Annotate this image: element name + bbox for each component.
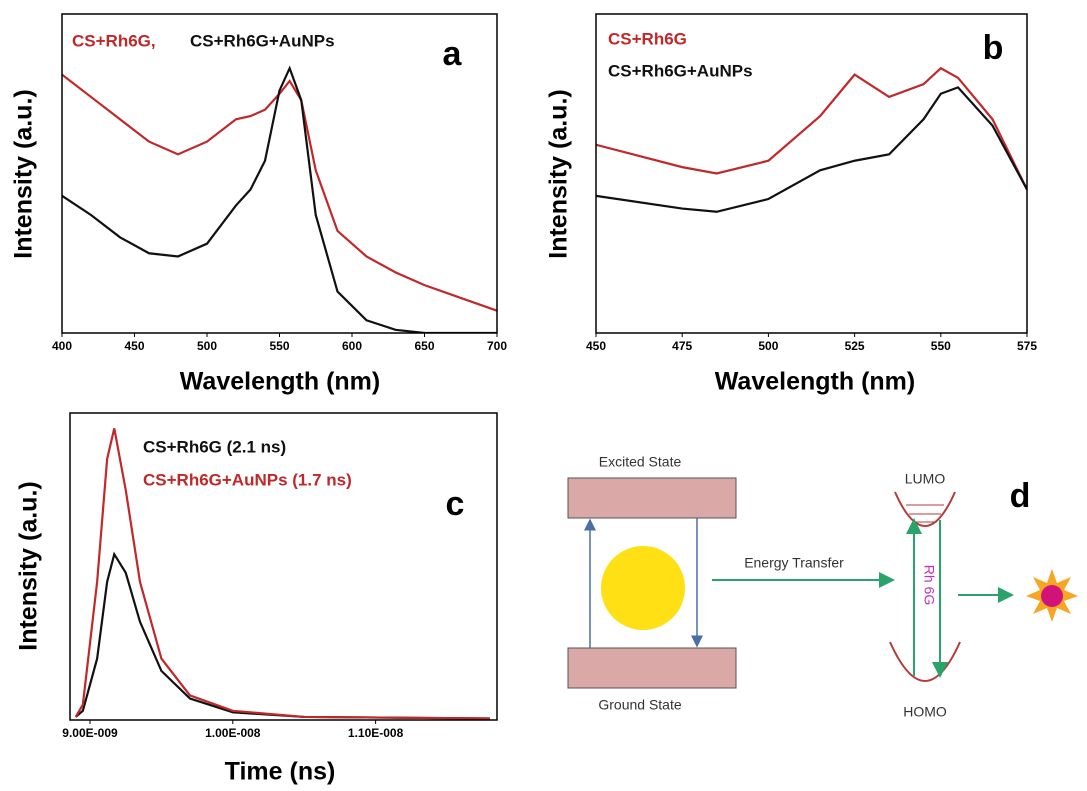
y-axis-label: Intensity (a.u.)	[545, 89, 573, 258]
series-line	[62, 73, 497, 312]
series-line	[596, 66, 1027, 190]
legend-entry: CS+Rh6G+AuNPs (1.7 ns)	[143, 470, 352, 489]
x-tick-label: 450	[586, 339, 606, 353]
plot-frame	[595, 13, 1028, 334]
x-tick-label: 700	[487, 339, 507, 353]
x-tick-label: 550	[931, 339, 951, 353]
panel-label: c	[446, 485, 465, 523]
lumo-label: LUMO	[905, 471, 946, 487]
x-tick-label: 500	[758, 339, 778, 353]
nanoparticle	[601, 546, 685, 630]
homo-well	[889, 641, 961, 682]
homo-label: HOMO	[903, 704, 947, 720]
chart: 9.00E-009 1.00E-008 1.10E-008 CS+Rh6G (2.1 …	[15, 412, 498, 786]
x-tick-label: 400	[52, 339, 72, 353]
x-axis-label: Wavelength (nm)	[715, 368, 915, 396]
panel-label: d	[1010, 477, 1031, 515]
x-axis-label: Wavelength (nm)	[180, 368, 380, 396]
x-tick-label: 9.00E-009	[62, 726, 118, 740]
x-axis-label: Time (ns)	[225, 758, 336, 786]
x-tick-label: 1.00E-008	[205, 726, 261, 740]
diagram: Excited State Ground State Energy Transf…	[567, 454, 1078, 720]
emission-star	[1026, 569, 1078, 622]
series-line	[596, 86, 1027, 213]
y-axis-label: Intensity (a.u.)	[10, 89, 38, 258]
legend-entry: CS+Rh6G	[608, 29, 687, 48]
legend-entry: CS+Rh6G+AuNPs	[190, 31, 335, 50]
y-axis-label: Intensity (a.u.)	[15, 481, 43, 650]
series-line	[74, 551, 490, 720]
series-line	[74, 428, 490, 720]
transfer-label: Energy Transfer	[744, 555, 844, 571]
excited-band	[567, 477, 737, 519]
excited-label: Excited State	[599, 454, 682, 470]
x-tick-label: 550	[269, 339, 289, 353]
chart: 400 450 500 550 600 650 700 CS+Rh6G, CS+Rh6G+AuN…	[10, 13, 507, 396]
x-tick-label: 450	[124, 339, 144, 353]
ground-band	[567, 647, 737, 689]
legend-entry: CS+Rh6G (2.1 ns)	[143, 437, 286, 456]
legend-entry: CS+Rh6G,	[72, 31, 156, 50]
x-tick-label: 525	[845, 339, 865, 353]
series-line	[62, 65, 497, 333]
ground-label: Ground State	[598, 697, 681, 713]
panel-label: a	[443, 35, 463, 73]
chart: 450 475 500 525 550 575 CS+Rh6G CS+Rh6G+AuNPs Wa…	[545, 13, 1037, 396]
x-tick-label: 500	[197, 339, 217, 353]
x-tick-label: 1.10E-008	[348, 726, 404, 740]
lumo-well	[894, 491, 956, 527]
plot-frame	[69, 412, 498, 721]
legend-entry: CS+Rh6G+AuNPs	[608, 61, 753, 80]
plot-frame	[61, 13, 498, 334]
dye-label: Rh 6G	[921, 565, 937, 605]
x-tick-label: 575	[1017, 339, 1037, 353]
panel-label: b	[983, 29, 1004, 67]
x-tick-label: 475	[672, 339, 692, 353]
x-tick-label: 650	[414, 339, 434, 353]
x-tick-label: 600	[342, 339, 362, 353]
